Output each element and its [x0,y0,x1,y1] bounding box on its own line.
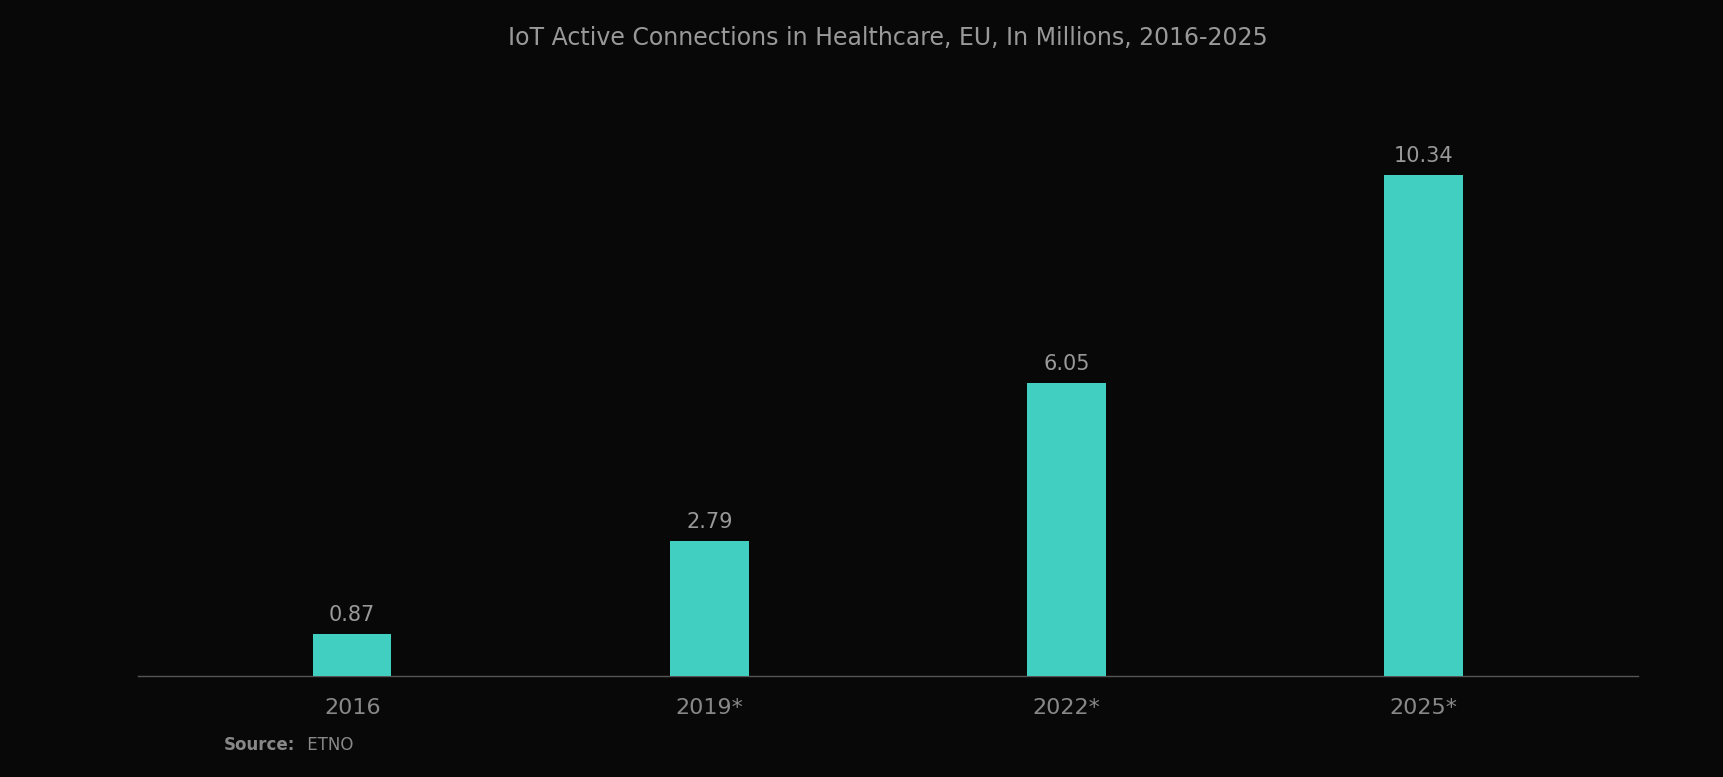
Text: 0.87: 0.87 [329,605,376,625]
Bar [1384,175,1461,676]
Text: Source:: Source: [224,736,295,754]
Bar [670,541,748,676]
Bar [312,634,391,676]
Text: 10.34: 10.34 [1392,146,1452,166]
Bar [1027,382,1104,676]
Title: IoT Active Connections in Healthcare, EU, In Millions, 2016-2025: IoT Active Connections in Healthcare, EU… [508,26,1266,50]
Text: 2.79: 2.79 [686,512,732,532]
Text: ETNO: ETNO [302,736,353,754]
Text: 6.05: 6.05 [1042,354,1089,374]
